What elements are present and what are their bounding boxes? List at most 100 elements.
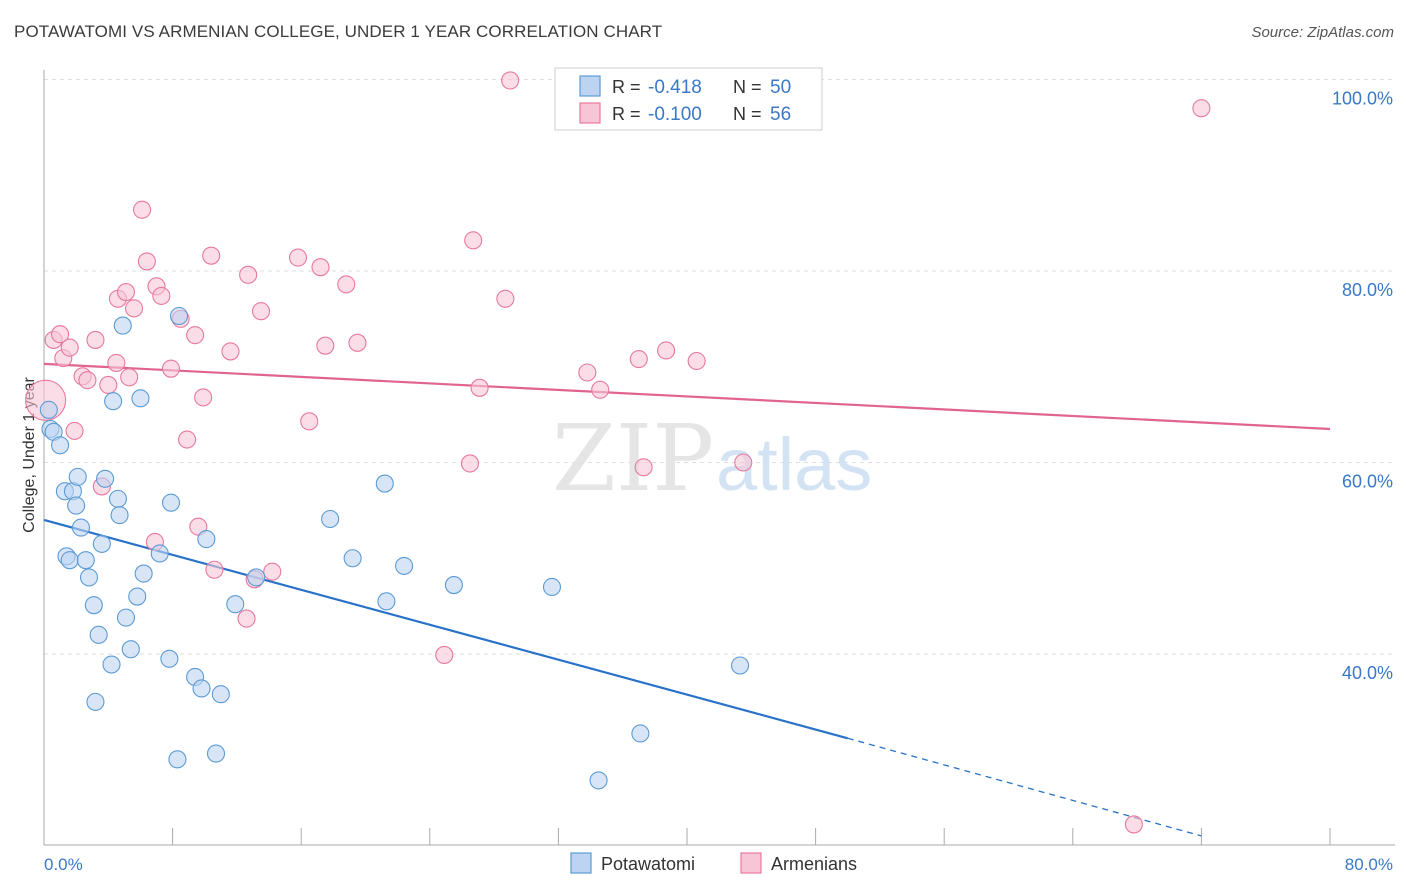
point-potawatomi — [226, 595, 245, 614]
point-armenians — [470, 378, 489, 397]
point-armenians — [460, 454, 480, 473]
point-armenians — [501, 71, 520, 90]
point-armenians — [161, 359, 181, 378]
point-potawatomi — [395, 556, 414, 575]
trend-line-armenians — [43, 362, 1331, 431]
legend-n-label-2: N = — [733, 104, 762, 124]
point-armenians — [137, 252, 156, 271]
point-armenians — [734, 453, 753, 472]
trend-line-potawatomi-extension — [847, 737, 1202, 837]
stats-legend: R = -0.418 N = 50 R = -0.100 N = 56 — [554, 67, 823, 131]
point-potawatomi — [444, 576, 463, 595]
point-armenians — [1192, 99, 1211, 118]
chart-title: POTAWATOMI VS ARMENIAN COLLEGE, UNDER 1 … — [14, 22, 663, 41]
point-potawatomi — [377, 592, 396, 611]
point-armenians — [578, 363, 597, 382]
point-armenians — [116, 283, 136, 302]
bottom-legend-swatch-armenians — [740, 852, 762, 874]
legend-r-label-2: R = — [612, 104, 641, 124]
point-potawatomi — [96, 469, 115, 488]
point-potawatomi — [76, 551, 95, 570]
point-armenians — [120, 368, 139, 387]
point-armenians — [178, 430, 197, 449]
point-armenians — [288, 248, 308, 267]
point-potawatomi — [134, 564, 153, 583]
point-potawatomi — [104, 392, 123, 411]
point-potawatomi — [68, 467, 87, 486]
point-armenians — [634, 458, 653, 477]
point-potawatomi — [160, 649, 179, 668]
point-potawatomi — [192, 679, 211, 698]
point-armenians — [687, 351, 706, 371]
point-potawatomi — [108, 489, 127, 508]
legend-n-value-1: 50 — [770, 77, 791, 98]
bottom-legend-label-potawatomi: Potawatomi — [601, 854, 695, 874]
point-armenians — [124, 299, 144, 318]
point-armenians — [86, 330, 105, 349]
point-armenians — [464, 231, 483, 250]
y-tick-label-40: 40.0% — [1342, 663, 1393, 683]
point-potawatomi — [121, 640, 140, 659]
point-armenians — [99, 375, 118, 394]
point-armenians — [657, 341, 676, 360]
point-potawatomi — [84, 596, 103, 615]
series-legend: Potawatomi Armenians — [570, 852, 857, 874]
point-armenians — [65, 421, 84, 440]
series-potawatomi — [39, 306, 750, 790]
watermark-zip: ZIP — [552, 405, 714, 512]
point-potawatomi — [150, 544, 169, 563]
point-armenians — [435, 645, 454, 665]
point-potawatomi — [86, 692, 105, 711]
y-tick-label-60: 60.0% — [1342, 472, 1393, 492]
point-potawatomi — [89, 625, 108, 644]
point-potawatomi — [51, 436, 70, 455]
legend-r-label-1: R = — [612, 77, 641, 97]
point-potawatomi — [161, 493, 181, 512]
x-tick-label-right: 80.0% — [1345, 855, 1393, 874]
point-armenians — [152, 286, 171, 305]
point-potawatomi — [211, 685, 230, 704]
point-potawatomi — [113, 316, 132, 335]
point-potawatomi — [321, 509, 340, 529]
point-armenians — [239, 265, 258, 284]
point-armenians — [51, 325, 70, 344]
trend-line-potawatomi — [43, 518, 849, 740]
point-armenians — [221, 342, 240, 361]
axes — [43, 70, 1395, 846]
point-armenians — [251, 302, 271, 321]
trend-lines — [43, 362, 1331, 837]
legend-r-value-1: -0.418 — [648, 77, 702, 98]
point-potawatomi — [169, 306, 189, 326]
point-potawatomi — [71, 518, 91, 537]
source-label: Source: ZipAtlas.com — [1251, 24, 1394, 41]
grid-lines — [44, 79, 1395, 655]
point-armenians — [205, 560, 224, 579]
bottom-legend-label-armenians: Armenians — [771, 854, 857, 874]
watermark: ZIP atlas — [552, 405, 872, 512]
point-potawatomi — [102, 655, 121, 674]
point-armenians — [496, 289, 515, 308]
point-potawatomi — [60, 551, 79, 570]
point-armenians — [316, 336, 335, 355]
point-armenians — [311, 258, 330, 277]
point-potawatomi — [197, 530, 216, 549]
point-potawatomi — [589, 771, 608, 790]
point-potawatomi — [631, 724, 650, 743]
point-armenians — [186, 326, 205, 345]
y-tick-label-100: 100.0% — [1332, 89, 1393, 109]
legend-r-value-2: -0.100 — [648, 104, 702, 125]
point-armenians — [133, 200, 152, 219]
point-armenians — [591, 380, 610, 399]
point-potawatomi — [128, 587, 147, 606]
point-potawatomi — [79, 568, 99, 587]
point-armenians — [202, 246, 221, 265]
point-armenians — [237, 609, 256, 628]
point-potawatomi — [542, 577, 562, 597]
point-potawatomi — [67, 496, 86, 515]
bottom-legend-swatch-potawatomi — [570, 852, 592, 874]
point-potawatomi — [92, 534, 111, 553]
point-potawatomi — [39, 400, 58, 419]
point-potawatomi — [168, 750, 187, 769]
point-potawatomi — [131, 389, 150, 408]
point-armenians — [107, 353, 126, 372]
